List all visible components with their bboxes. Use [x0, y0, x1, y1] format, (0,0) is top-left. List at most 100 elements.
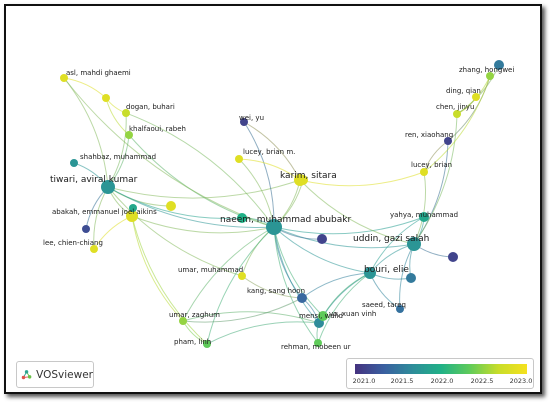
author-node-umar_z[interactable] [179, 317, 187, 325]
author-label-uddin[interactable]: uddin, gazi salah [353, 234, 429, 244]
co-authorship-link [182, 311, 320, 324]
co-authorship-link [241, 275, 303, 299]
co-authorship-link [413, 113, 458, 245]
author-node-yahya[interactable] [419, 212, 429, 222]
author-node-u2[interactable] [237, 213, 247, 223]
co-authorship-link [413, 140, 449, 245]
co-authorship-link [317, 272, 371, 344]
co-authorship-link [107, 186, 243, 219]
co-authorship-link [182, 297, 303, 323]
co-authorship-link [301, 272, 371, 299]
co-authorship-link [131, 215, 184, 322]
author-label-tiwari[interactable]: tiwari, aviral kumar [50, 175, 138, 185]
author-node-ren[interactable] [444, 137, 452, 145]
author-node-abakah[interactable] [126, 210, 138, 222]
author-node-ding[interactable] [472, 93, 480, 101]
author-label-mensi[interactable]: mensi, walid [299, 312, 343, 320]
author-label-zhang[interactable]: zhang, hongwei [459, 66, 514, 74]
author-node-u4[interactable] [298, 175, 308, 185]
vosviewer-logo: VOSviewer [16, 361, 94, 388]
app-name: VOSviewer [36, 368, 93, 381]
co-authorship-link [206, 321, 320, 345]
author-node-lucey_bm[interactable] [235, 155, 243, 163]
author-node-bouri[interactable] [364, 267, 376, 279]
author-node-lucey_b[interactable] [420, 168, 428, 176]
network-map[interactable]: asl, mahdi ghaemi dogan, buhari khalfaoui,… [6, 6, 542, 394]
author-label-bouri[interactable]: bouri, elie [364, 265, 409, 275]
overlay-legend: 2021.0 2021.5 2022.0 2022.5 2023.0 [346, 358, 534, 389]
co-authorship-link [125, 112, 275, 228]
co-authorship-link [299, 179, 415, 245]
co-authorship-link [369, 216, 425, 274]
author-node-saeed[interactable] [396, 305, 404, 313]
co-authorship-link [456, 64, 500, 115]
author-node-u8[interactable] [82, 225, 90, 233]
author-label-karim[interactable]: karim, sitara [280, 171, 337, 181]
co-authorship-link [131, 215, 208, 345]
author-node-umar_m[interactable] [238, 272, 246, 280]
author-node-kang[interactable] [297, 293, 307, 303]
author-label-ding[interactable]: ding, qian [446, 87, 481, 95]
label-layer: asl, mahdi ghaemi dogan, buhari khalfaoui,… [43, 66, 514, 351]
co-authorship-link [107, 186, 243, 277]
author-node-top_blue[interactable] [494, 60, 504, 70]
author-node-uddin[interactable] [407, 237, 421, 251]
author-label-abakah[interactable]: abakah, emmanuel joel aikins [52, 208, 157, 216]
author-node-chen[interactable] [453, 110, 461, 118]
legend-tick: 2022.0 [430, 377, 454, 385]
author-node-u3[interactable] [448, 252, 458, 262]
author-node-lee[interactable] [90, 245, 98, 253]
author-label-umar_z[interactable]: umar, zaghum [169, 311, 220, 319]
author-label-pham[interactable]: pham, linh [174, 338, 211, 346]
author-node-tiwari[interactable] [101, 180, 115, 194]
legend-tick: 2021.0 [352, 377, 376, 385]
author-node-u9[interactable] [129, 204, 137, 212]
author-node-u6[interactable] [406, 273, 416, 283]
co-authorship-link [238, 158, 301, 181]
author-label-vo[interactable]: vo, xuan vinh [329, 310, 376, 318]
author-node-shahbaz[interactable] [70, 159, 78, 167]
co-authorship-link [322, 272, 371, 317]
author-label-kang[interactable]: kang, sang hoon [247, 287, 305, 295]
co-authorship-link [243, 121, 301, 181]
author-label-dogan[interactable]: dogan, buhari [126, 103, 175, 111]
legend-tick: 2023.0 [509, 377, 533, 385]
author-label-wei[interactable]: wei, yu [239, 114, 264, 122]
author-label-lucey_bm[interactable]: lucey, brian m. [243, 148, 295, 156]
co-authorship-link [273, 216, 425, 235]
author-node-wei[interactable] [240, 118, 248, 126]
author-node-zhang[interactable] [486, 72, 494, 80]
author-label-shahbaz[interactable]: shahbaz, muhammad [80, 153, 156, 161]
author-node-u5[interactable] [317, 234, 327, 244]
author-label-asl[interactable]: asl, mahdi ghaemi [66, 69, 131, 77]
author-node-rehman[interactable] [314, 339, 322, 347]
co-authorship-link [107, 112, 127, 188]
author-node-vo[interactable] [318, 311, 328, 321]
author-node-dogan[interactable] [122, 109, 130, 117]
author-label-saeed[interactable]: saeed, tareq [362, 301, 406, 309]
author-node-asl[interactable] [60, 74, 68, 82]
co-authorship-link [206, 226, 275, 345]
author-label-chen[interactable]: chen, jinyu [436, 103, 474, 111]
author-label-yahya[interactable]: yahya, muhammad [390, 211, 458, 219]
author-node-naeem[interactable] [266, 219, 282, 235]
node-layer [60, 60, 504, 348]
author-node-u1[interactable] [166, 201, 176, 211]
author-label-lee[interactable]: lee, chien-chiang [43, 239, 103, 247]
author-label-umar_m[interactable]: umar, muhammad [178, 266, 243, 274]
co-authorship-link [273, 226, 324, 317]
author-label-ren[interactable]: ren, xiaohang [405, 131, 453, 139]
author-label-lucey_b[interactable]: lucey, brian [411, 161, 452, 169]
co-authorship-link [273, 226, 320, 324]
author-node-u7[interactable] [102, 94, 110, 102]
vosviewer-window: asl, mahdi ghaemi dogan, buhari khalfaoui,… [4, 4, 542, 394]
co-authorship-link [131, 215, 275, 234]
co-authorship-link [273, 226, 371, 274]
co-authorship-link [241, 226, 275, 277]
author-node-pham[interactable] [203, 340, 211, 348]
co-authorship-link [273, 226, 319, 344]
author-node-khalfaoui[interactable] [125, 131, 133, 139]
author-label-naeem[interactable]: naeem, muhammad abubakr [220, 215, 351, 225]
author-label-rehman[interactable]: rehman, mobeen ur [281, 343, 351, 351]
author-label-khalfaoui[interactable]: khalfaoui, rabeh [129, 125, 186, 133]
